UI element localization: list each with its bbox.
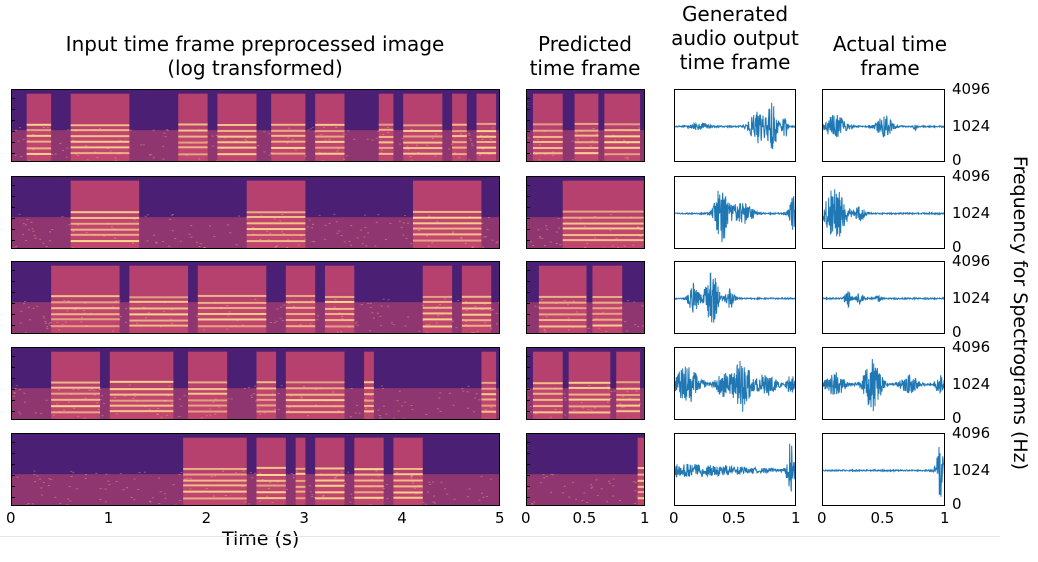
y-tick-row5-1: 1024 <box>952 460 991 479</box>
x-tick-input-0: 0 <box>6 509 16 527</box>
header-predicted: Predicted time frame <box>529 32 641 80</box>
x-tick-input-5: 5 <box>495 509 505 527</box>
y-tick-row4-0: 4096 <box>952 338 991 356</box>
x-tick-generated-1: 0.5 <box>722 509 746 527</box>
y-tick-row3-1: 1024 <box>952 288 991 307</box>
actual-waveform-4 <box>822 347 945 420</box>
generated-waveform-2 <box>674 176 796 249</box>
x-tick-actual-0: 0 <box>817 509 827 527</box>
y-tick-row5-2: 0 <box>952 495 962 513</box>
y-tick-row2-1: 1024 <box>952 203 991 222</box>
y-tick-row3-2: 0 <box>952 323 962 341</box>
input-spectrogram-4 <box>11 347 500 420</box>
input-spectrogram-5 <box>11 433 500 506</box>
header-generated: Generated audio output time frame <box>671 2 799 74</box>
y-tick-row1-0: 4096 <box>952 80 991 98</box>
generated-waveform-1 <box>674 89 796 162</box>
predicted-spectrogram-2 <box>526 176 645 249</box>
predicted-spectrogram-1 <box>526 89 645 162</box>
y-tick-row1-2: 0 <box>952 151 962 169</box>
x-tick-input-3: 3 <box>299 509 309 527</box>
x-tick-actual-2: 1 <box>940 509 950 527</box>
actual-waveform-3 <box>822 261 945 334</box>
y-tick-row3-0: 4096 <box>952 252 991 270</box>
x-tick-input-4: 4 <box>397 509 407 527</box>
generated-waveform-3 <box>674 261 796 334</box>
y-tick-row4-1: 1024 <box>952 374 991 393</box>
y-tick-row1-1: 1024 <box>952 116 991 135</box>
actual-waveform-5 <box>822 433 945 506</box>
bottom-divider <box>0 536 1000 537</box>
predicted-spectrogram-5 <box>526 433 645 506</box>
x-tick-input-2: 2 <box>201 509 212 527</box>
y-tick-row5-0: 4096 <box>952 424 991 442</box>
y-tick-row2-2: 0 <box>952 238 962 256</box>
y-tick-row2-0: 4096 <box>952 167 991 185</box>
x-tick-predicted-0: 0 <box>521 509 531 527</box>
y-tick-row4-2: 0 <box>952 409 962 427</box>
generated-waveform-5 <box>674 433 796 506</box>
x-tick-generated-2: 1 <box>791 509 801 527</box>
x-tick-generated-0: 0 <box>669 509 679 527</box>
actual-waveform-2 <box>822 176 945 249</box>
input-spectrogram-1 <box>11 89 500 162</box>
actual-waveform-1 <box>822 89 945 162</box>
x-axis-label: Time (s) <box>222 528 300 550</box>
x-tick-input-1: 1 <box>103 509 114 527</box>
predicted-spectrogram-3 <box>526 261 645 334</box>
predicted-spectrogram-4 <box>526 347 645 420</box>
x-tick-predicted-1: 0.5 <box>572 509 597 527</box>
x-tick-actual-1: 0.5 <box>870 509 895 527</box>
header-actual: Actual time frame <box>832 32 948 80</box>
x-tick-predicted-2: 1 <box>640 509 650 527</box>
input-spectrogram-2 <box>11 176 500 249</box>
header-input: Input time frame preprocessed image (log… <box>65 32 445 80</box>
y-axis-label: Frequency for Spectrograms (Hz) <box>1009 155 1031 471</box>
generated-waveform-4 <box>674 347 796 420</box>
input-spectrogram-3 <box>11 261 500 334</box>
